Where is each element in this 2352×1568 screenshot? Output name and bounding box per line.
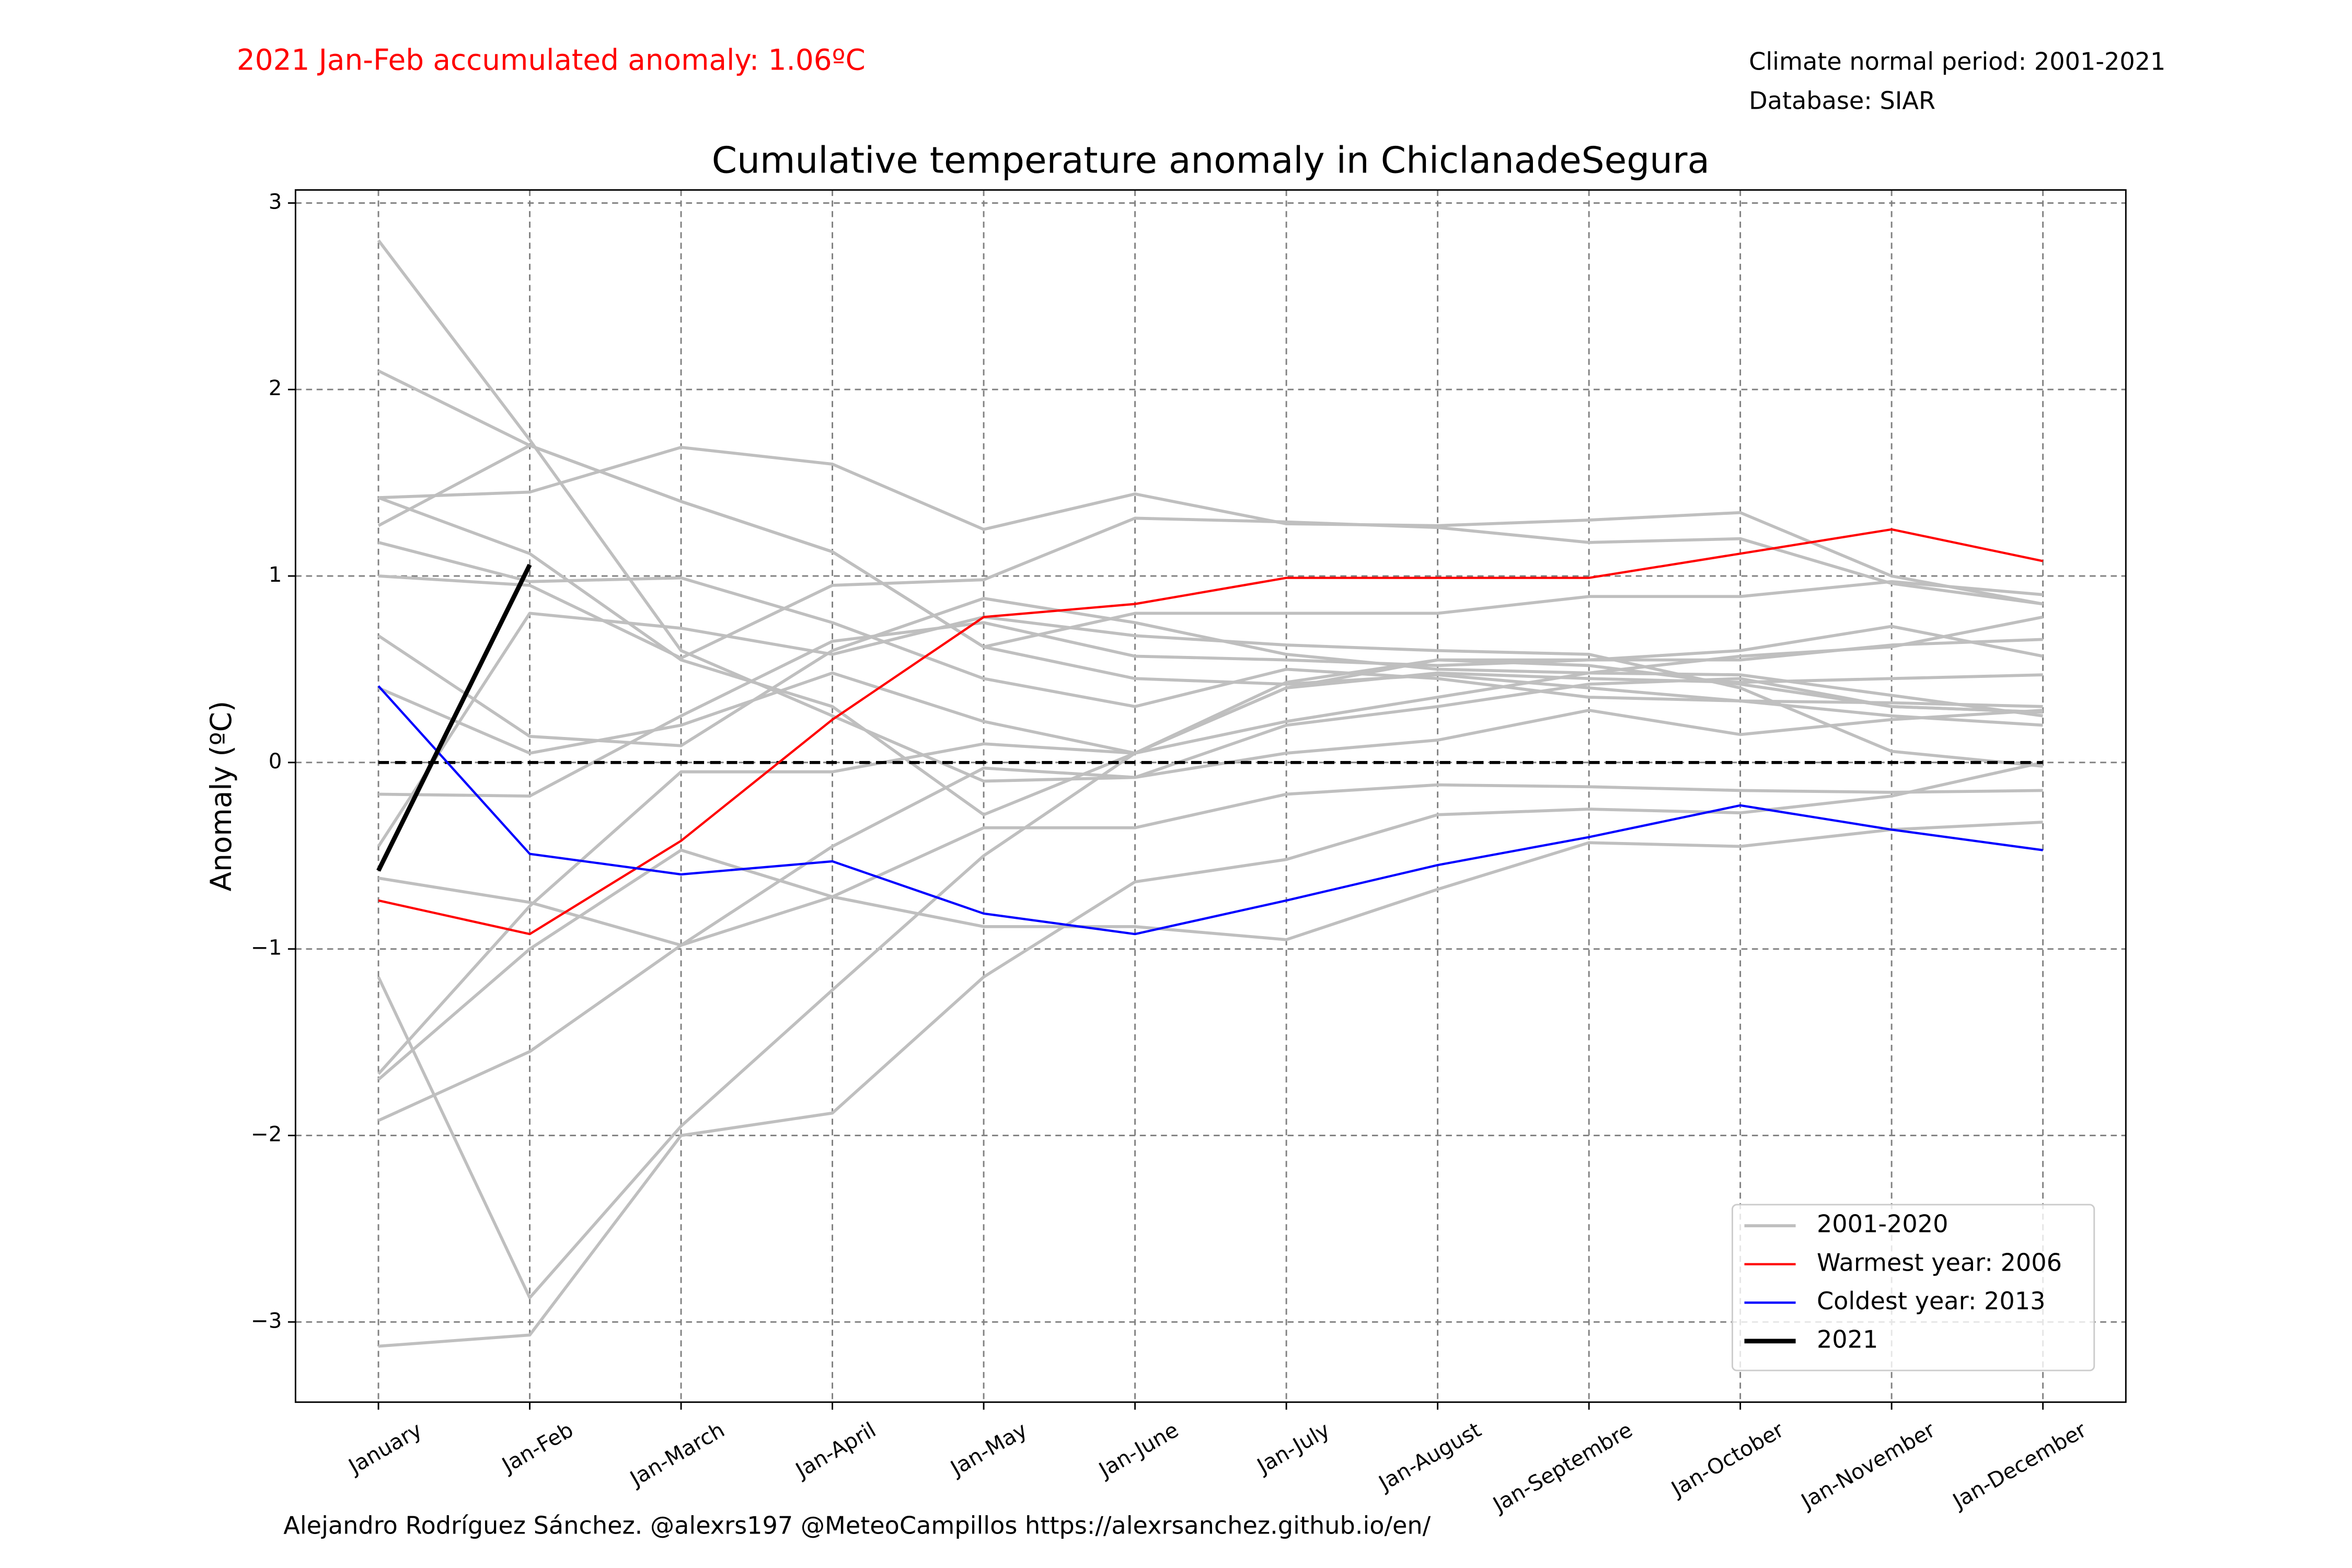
plot-frame xyxy=(294,189,2127,1403)
y-tick-label: 3 xyxy=(269,189,282,214)
series-line xyxy=(376,563,532,872)
info: Database: SIAR xyxy=(1749,87,1935,115)
legend-label: 2021 xyxy=(1817,1325,1878,1353)
y-tick-label: −1 xyxy=(251,936,282,960)
year-line xyxy=(377,444,2043,649)
info: Climate normal period: 2001-2021 xyxy=(1749,48,2165,76)
legend-frame xyxy=(1731,1204,2095,1371)
y-axis-label: Anomaly (ºC) xyxy=(204,701,238,892)
legend-label: 2001-2020 xyxy=(1817,1210,1949,1238)
y-tick-label: −3 xyxy=(251,1308,282,1333)
chart-title: Cumulative temperature anomaly in Chicla… xyxy=(712,140,1710,182)
year-line xyxy=(377,615,2044,1075)
annotation: 2021 Jan-Feb accumulated anomaly: 1.06ºC xyxy=(237,43,866,76)
year-line xyxy=(377,709,2043,1122)
series-line xyxy=(377,685,2043,936)
credit: Alejandro Rodríguez Sánchez. @alexrs197 … xyxy=(283,1512,1431,1540)
year-line xyxy=(378,516,2044,660)
y-tick-label: 0 xyxy=(269,749,282,774)
series-line xyxy=(378,528,2044,936)
year-line xyxy=(377,239,2043,783)
y-tick-label: 1 xyxy=(269,562,282,587)
legend-label: Warmest year: 2006 xyxy=(1817,1248,2062,1276)
y-tick-label: −2 xyxy=(251,1122,282,1146)
year-line xyxy=(377,596,2044,747)
year-line xyxy=(378,783,2043,947)
year-line xyxy=(378,541,2043,708)
year-line xyxy=(378,496,2044,816)
year-line xyxy=(378,445,2044,606)
year-line xyxy=(377,612,2043,847)
year-line xyxy=(377,671,2043,755)
y-tick-label: 2 xyxy=(269,376,282,400)
legend-label: Coldest year: 2013 xyxy=(1817,1287,2046,1315)
year-line xyxy=(377,821,2043,1081)
